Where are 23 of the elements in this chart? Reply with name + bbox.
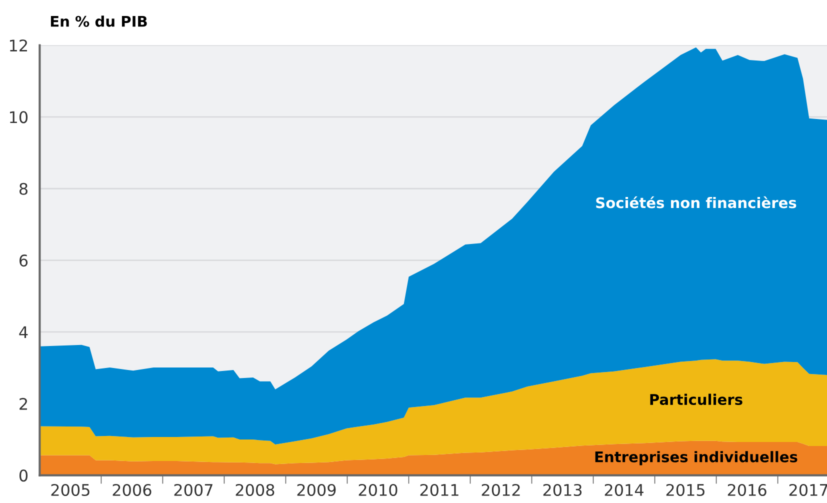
x-tick-label: 2015 (666, 484, 704, 496)
x-tick-label: 2014 (604, 484, 644, 496)
y-axis-title: En % du PIB (50, 16, 147, 27)
y-tick-label: 2 (20, 398, 27, 410)
y-tick-label: 12 (10, 39, 27, 52)
y-tick-label: 6 (20, 254, 28, 267)
x-tick-label: 2006 (112, 484, 152, 496)
x-tick-label: 2007 (174, 484, 212, 496)
y-tick-label: 8 (20, 182, 28, 195)
x-tick-label: 2010 (358, 484, 398, 496)
x-tick-label: 2009 (297, 484, 336, 496)
x-tick-label: 2012 (482, 484, 520, 496)
y-tick-label: 10 (10, 111, 28, 124)
x-tick-label: 2008 (236, 484, 274, 496)
x-tick-label: 2013 (543, 484, 582, 496)
series-label: Entreprises individuelles (595, 451, 798, 466)
y-tick-label: 4 (19, 326, 28, 338)
x-tick-label: 2005 (51, 484, 90, 496)
y-tick-label: 0 (19, 470, 28, 482)
x-tick-label: 2016 (728, 484, 766, 496)
series-label: Particuliers (650, 394, 742, 406)
x-tick-label: 2011 (420, 484, 458, 496)
series-label: Sociétés non financières (596, 196, 796, 208)
